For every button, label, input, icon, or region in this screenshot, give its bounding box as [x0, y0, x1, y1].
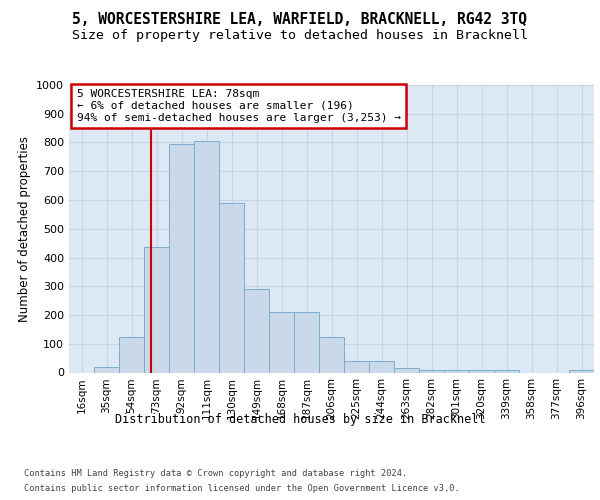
Y-axis label: Number of detached properties: Number of detached properties — [17, 136, 31, 322]
Bar — [319, 336, 344, 372]
Bar — [394, 368, 419, 372]
Bar — [444, 370, 469, 372]
Text: Distribution of detached houses by size in Bracknell: Distribution of detached houses by size … — [115, 412, 485, 426]
Bar — [194, 141, 219, 372]
Text: Size of property relative to detached houses in Bracknell: Size of property relative to detached ho… — [72, 29, 528, 42]
Text: Contains HM Land Registry data © Crown copyright and database right 2024.: Contains HM Land Registry data © Crown c… — [24, 469, 407, 478]
Text: 5, WORCESTERSHIRE LEA, WARFIELD, BRACKNELL, RG42 3TQ: 5, WORCESTERSHIRE LEA, WARFIELD, BRACKNE… — [73, 12, 527, 28]
Bar — [119, 336, 144, 372]
Bar — [369, 361, 394, 372]
Bar — [269, 312, 294, 372]
Bar — [244, 289, 269, 372]
Bar — [94, 367, 119, 372]
Text: Contains public sector information licensed under the Open Government Licence v3: Contains public sector information licen… — [24, 484, 460, 493]
Bar — [169, 144, 194, 372]
Bar — [294, 312, 319, 372]
Bar — [344, 361, 369, 372]
Bar — [494, 370, 519, 372]
Bar — [219, 203, 244, 372]
Bar — [419, 370, 444, 372]
Text: 5 WORCESTERSHIRE LEA: 78sqm
← 6% of detached houses are smaller (196)
94% of sem: 5 WORCESTERSHIRE LEA: 78sqm ← 6% of deta… — [77, 90, 401, 122]
Bar — [469, 370, 494, 372]
Bar — [569, 370, 594, 372]
Bar — [144, 248, 169, 372]
